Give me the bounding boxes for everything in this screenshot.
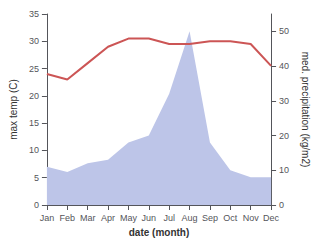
svg-text:35: 35 — [29, 9, 39, 19]
svg-text:Dec: Dec — [263, 213, 280, 223]
svg-text:30: 30 — [29, 36, 39, 46]
svg-text:20: 20 — [29, 91, 39, 101]
svg-text:date (month): date (month) — [129, 227, 190, 238]
svg-text:Mar: Mar — [80, 213, 96, 223]
svg-text:Oct: Oct — [223, 213, 238, 223]
svg-text:May: May — [120, 213, 138, 223]
svg-text:med. precipitation (kg/m2): med. precipitation (kg/m2) — [300, 52, 311, 168]
svg-text:0: 0 — [34, 200, 39, 210]
svg-text:20: 20 — [279, 131, 289, 141]
svg-text:Aug: Aug — [182, 213, 198, 223]
svg-text:Sep: Sep — [202, 213, 218, 223]
svg-text:30: 30 — [279, 96, 289, 106]
svg-text:10: 10 — [279, 165, 289, 175]
svg-text:Apr: Apr — [101, 213, 115, 223]
svg-text:25: 25 — [29, 64, 39, 74]
svg-text:Feb: Feb — [60, 213, 76, 223]
svg-text:Nov: Nov — [243, 213, 260, 223]
svg-text:Jan: Jan — [40, 213, 55, 223]
svg-text:Jul: Jul — [163, 213, 175, 223]
svg-text:10: 10 — [29, 145, 39, 155]
svg-text:0: 0 — [279, 200, 284, 210]
svg-text:15: 15 — [29, 118, 39, 128]
svg-text:Jun: Jun — [142, 213, 157, 223]
svg-text:40: 40 — [279, 61, 289, 71]
svg-text:5: 5 — [34, 173, 39, 183]
svg-text:max temp (C): max temp (C) — [8, 79, 19, 140]
svg-text:50: 50 — [279, 26, 289, 36]
